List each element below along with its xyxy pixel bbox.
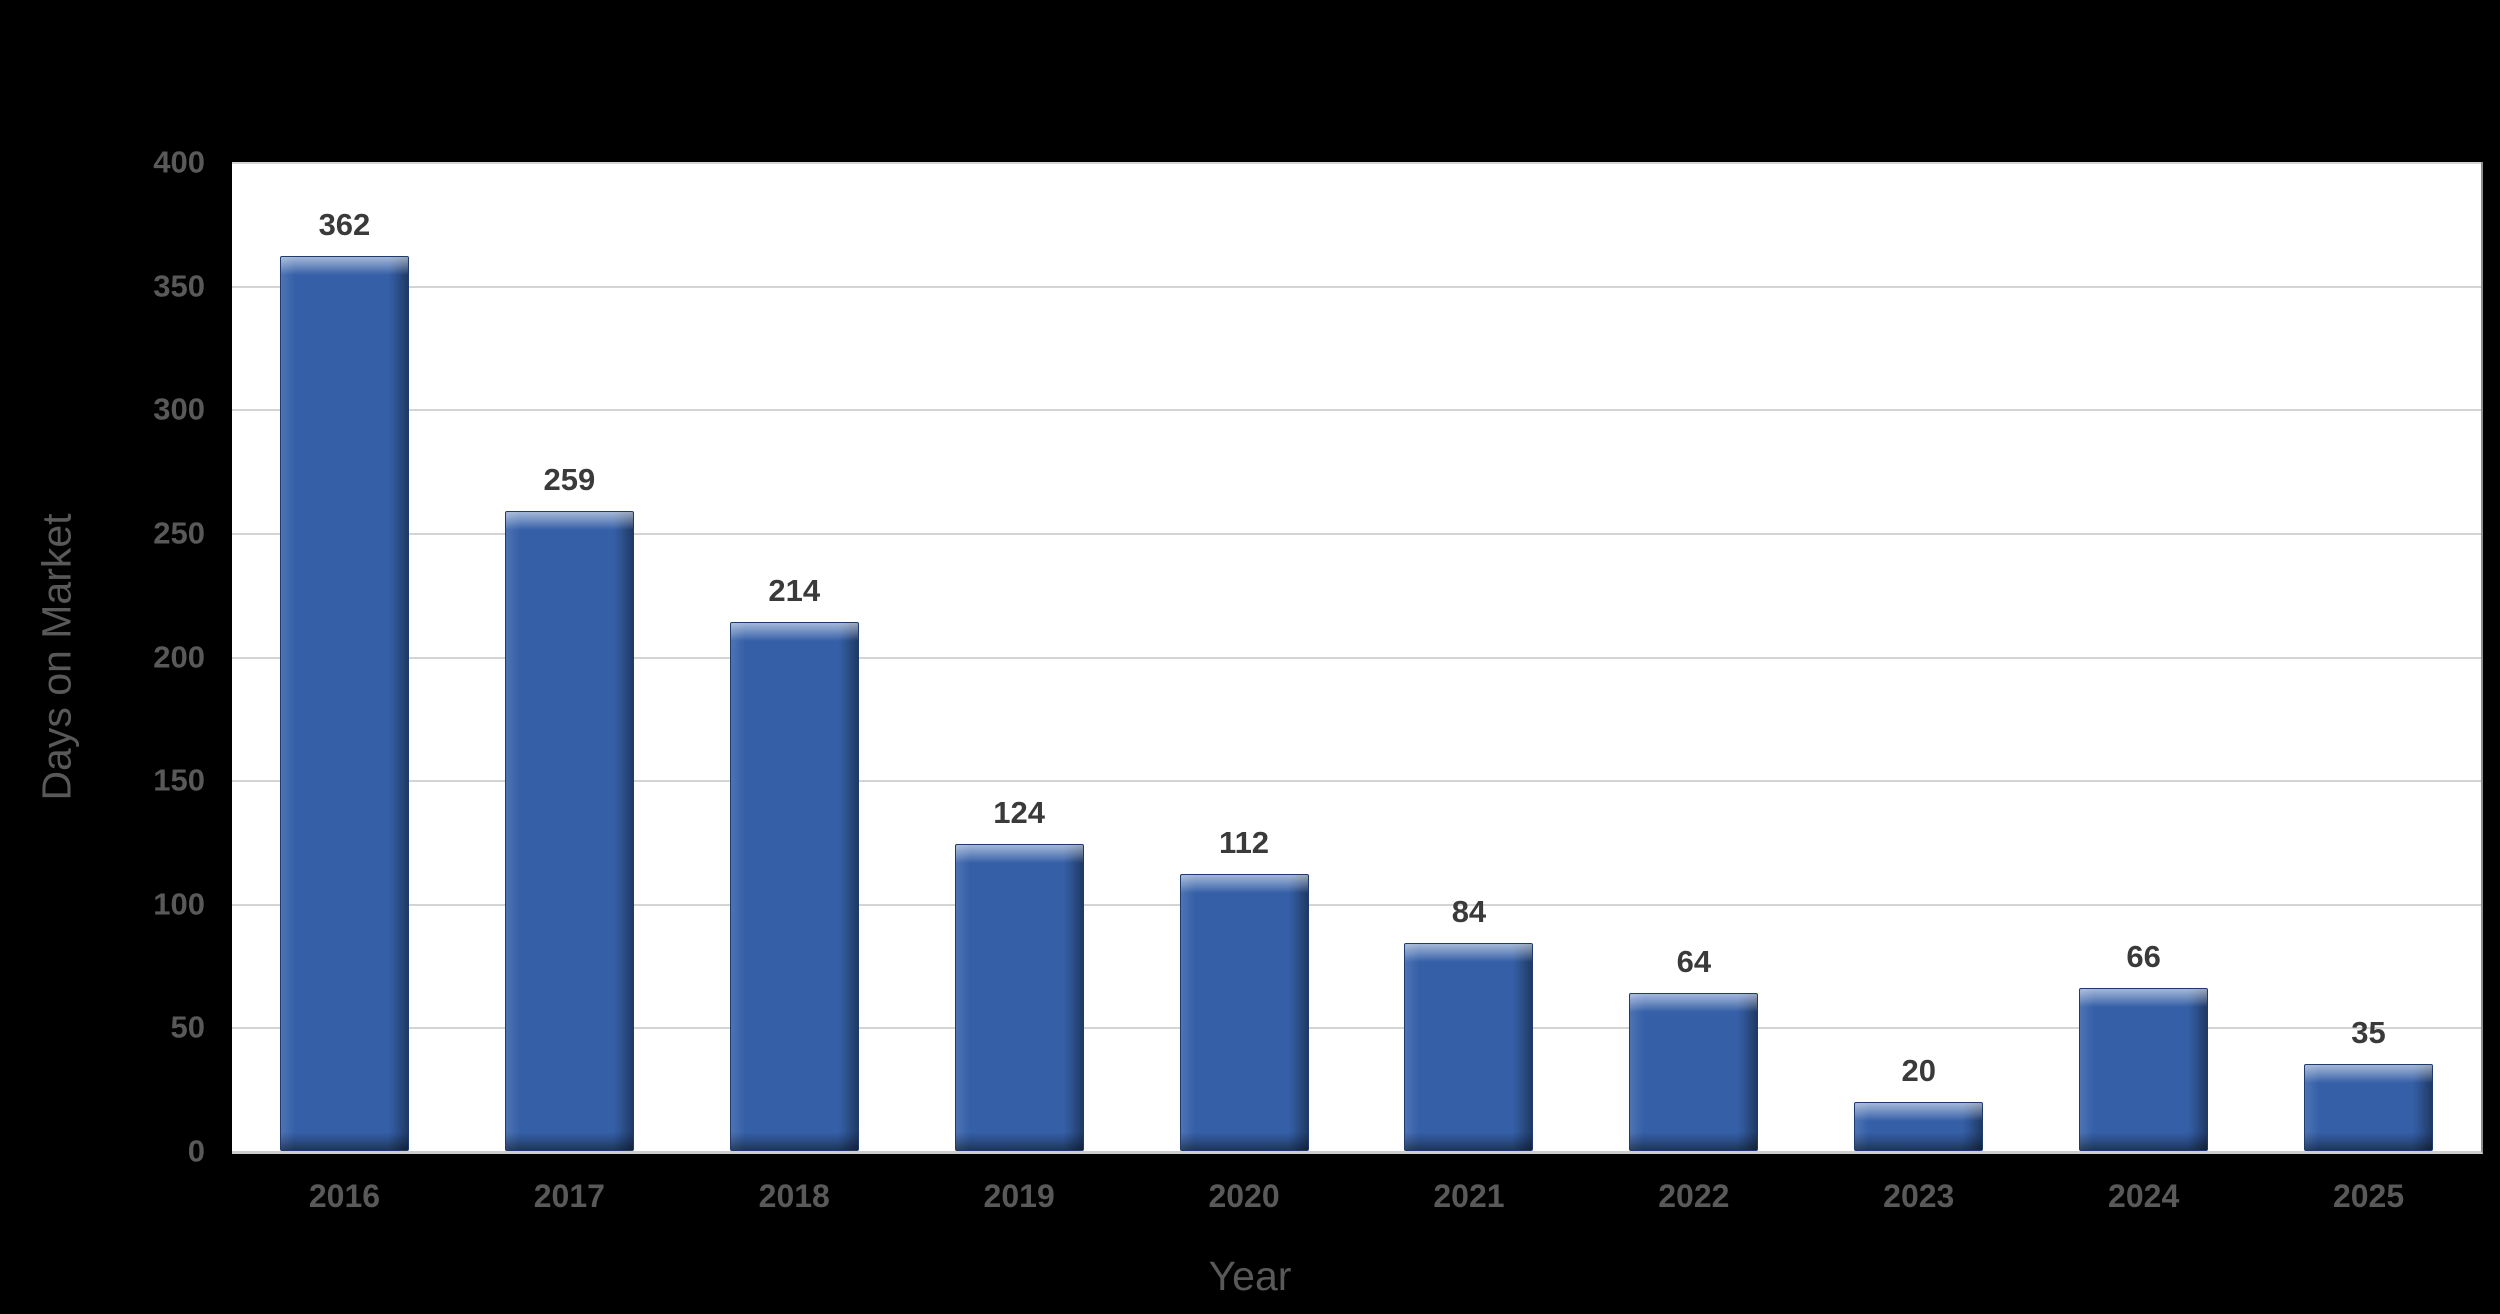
bar-value-label: 66 (2126, 939, 2161, 974)
x-tick-label: 2024 (2108, 1178, 2180, 1214)
y-tick-label: 100 (153, 886, 205, 922)
bar (2304, 1064, 2433, 1151)
gridline (232, 532, 2481, 535)
y-tick-label: 300 (153, 391, 205, 427)
x-tick-label: 2016 (308, 1178, 381, 1214)
x-tick-label: 2019 (983, 1178, 1055, 1214)
bar-value-label: 259 (543, 462, 596, 497)
x-tick-label: 2023 (1883, 1178, 1955, 1214)
bar (505, 511, 634, 1151)
gridline (232, 903, 2481, 906)
bar-value-label: 84 (1451, 894, 1487, 929)
bar (955, 844, 1084, 1151)
bar-value-label: 362 (318, 207, 371, 242)
bar-value-label: 214 (768, 573, 821, 608)
bar-value-label: 35 (2351, 1015, 2386, 1050)
gridline (232, 656, 2481, 659)
y-tick-label: 400 (153, 144, 205, 180)
bar (730, 622, 859, 1151)
gridline (232, 162, 2481, 164)
x-tick-label: 2022 (1658, 1178, 1730, 1214)
gridline (232, 409, 2481, 412)
x-axis-title: Year (1208, 1253, 1292, 1299)
y-tick-label: 200 (153, 639, 205, 674)
bar (1404, 943, 1533, 1151)
bar-value-label: 20 (1901, 1053, 1936, 1088)
x-tick-label: 2021 (1433, 1178, 1505, 1214)
bar (1629, 993, 1758, 1151)
plot-area: 362 259 214 124 112 84 64 20 66 35 (232, 162, 2483, 1154)
y-tick-label: 350 (153, 268, 205, 304)
bar-value-label: 112 (1219, 825, 1270, 860)
bar (2079, 988, 2208, 1151)
y-tick-label: 0 (187, 1133, 205, 1169)
gridline (232, 1027, 2481, 1030)
y-tick-label: 50 (170, 1009, 205, 1045)
bar-value-label: 124 (993, 795, 1046, 830)
x-tick-label: 2025 (2332, 1178, 2405, 1214)
gridline (232, 780, 2481, 783)
y-tick-label: 150 (153, 762, 205, 798)
x-tick-label: 2017 (533, 1178, 605, 1214)
bar-value-label: 64 (1676, 944, 1712, 979)
bar (280, 256, 409, 1151)
bar (1854, 1102, 1983, 1151)
x-tick-label: 2018 (758, 1178, 830, 1214)
x-tick-label: 2020 (1208, 1178, 1280, 1214)
y-tick-label: 250 (153, 515, 205, 551)
bar (1180, 874, 1309, 1151)
gridline (232, 285, 2481, 288)
